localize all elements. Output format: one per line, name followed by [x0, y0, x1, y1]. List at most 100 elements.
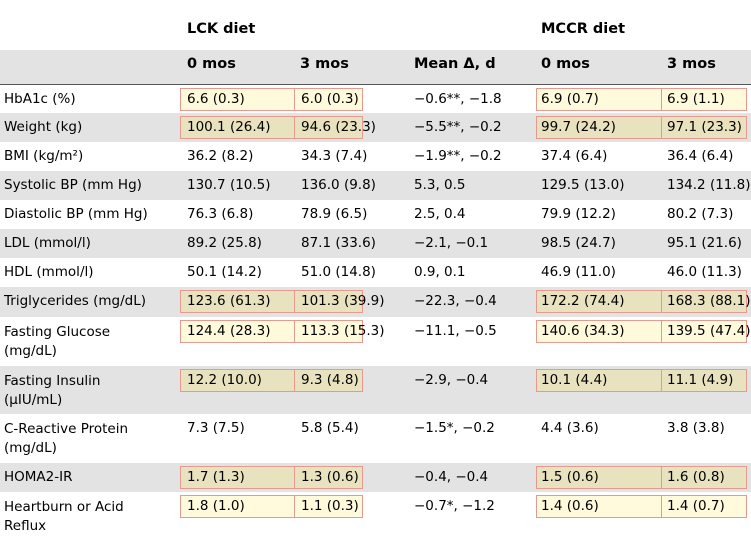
table-cell: 1.4 (0.7) [667, 498, 725, 514]
table-cell: 1.5 (0.6) [541, 469, 599, 485]
table-cell: 123.6 (61.3) [187, 293, 271, 309]
lck-highlight-divider [294, 116, 295, 139]
table-cell: 9.3 (4.8) [301, 372, 359, 388]
row-label: HOMA2-IR [4, 469, 73, 485]
table-cell: 1.1 (0.3) [301, 498, 359, 514]
table-cell: 46.9 (11.0) [541, 264, 616, 280]
table-cell: 99.7 (24.2) [541, 119, 616, 135]
mccr-highlight-box [536, 369, 747, 392]
table-cell: −5.5**, −0.2 [414, 119, 502, 135]
table-cell: 1.6 (0.8) [667, 469, 725, 485]
table-cell: 6.6 (0.3) [187, 91, 245, 107]
lck-highlight-divider [294, 88, 295, 111]
table-cell: 94.6 (23.3) [301, 119, 376, 135]
table-cell: 97.1 (23.3) [667, 119, 742, 135]
table-cell: −0.4, −0.4 [414, 469, 489, 485]
row-label: Heartburn or Acid Reflux [4, 499, 124, 534]
row-label: HDL (mmol/l) [4, 264, 94, 280]
table-cell: 34.3 (7.4) [301, 148, 368, 164]
table-cell: 1.8 (1.0) [187, 498, 245, 514]
lck-highlight-box [180, 88, 363, 111]
row-label: C-Reactive Protein (mg/dL) [4, 421, 129, 456]
table-cell: 1.4 (0.6) [541, 498, 599, 514]
table-row [0, 142, 751, 171]
table-cell: 139.5 (47.4) [667, 323, 751, 339]
row-label: LDL (mmol/l) [4, 235, 91, 251]
table-cell: 130.7 (10.5) [187, 177, 271, 193]
table-cell: 1.7 (1.3) [187, 469, 245, 485]
table-cell: −2.1, −0.1 [414, 235, 489, 251]
row-label: HbA1c (%) [4, 91, 76, 107]
group-header-lck: LCK diet [187, 21, 256, 37]
table-cell: 12.2 (10.0) [187, 372, 262, 388]
mccr-highlight-box [536, 495, 747, 518]
mccr-highlight-divider [661, 116, 662, 139]
lck-highlight-box [180, 495, 363, 518]
lck-highlight-box [180, 320, 363, 343]
mean-delta-label: Mean Δ, d [414, 56, 496, 72]
table-cell: 7.3 (7.5) [187, 420, 245, 436]
table-cell: 3.8 (3.8) [667, 420, 725, 436]
table-cell: 113.3 (15.3) [301, 323, 385, 339]
mccr-highlight-divider [661, 495, 662, 518]
column-header-mccr-0mos: 0 mos [541, 56, 590, 72]
lck-highlight-divider [294, 495, 295, 518]
table-cell: −22.3, −0.4 [414, 293, 497, 309]
row-label: Systolic BP (mm Hg) [4, 177, 142, 193]
lck-highlight-box [180, 466, 363, 489]
table-cell: 6.0 (0.3) [301, 91, 359, 107]
table-cell: 36.4 (6.4) [667, 148, 734, 164]
column-header-row [0, 50, 751, 84]
row-label: Triglycerides (mg/dL) [4, 293, 146, 309]
table-row [0, 229, 751, 258]
table-cell: 134.2 (11.8) [667, 177, 751, 193]
table-row [0, 171, 751, 200]
table-cell: 87.1 (33.6) [301, 235, 376, 251]
column-header-lck-0mos: 0 mos [187, 56, 236, 72]
table-cell: 5.3, 0.5 [414, 177, 466, 193]
table-cell: −11.1, −0.5 [414, 323, 497, 339]
table-cell: −2.9, −0.4 [414, 372, 489, 388]
table-cell: −1.9**, −0.2 [414, 148, 502, 164]
table-cell: 172.2 (74.4) [541, 293, 625, 309]
table-cell: 124.4 (28.3) [187, 323, 271, 339]
table-cell: 6.9 (0.7) [541, 91, 599, 107]
table-cell: 140.6 (34.3) [541, 323, 625, 339]
table-cell: 5.8 (5.4) [301, 420, 359, 436]
mccr-highlight-box [536, 88, 747, 111]
table-cell: 6.9 (1.1) [667, 91, 725, 107]
row-label: Diastolic BP (mm Hg) [4, 206, 148, 222]
table-cell: 36.2 (8.2) [187, 148, 254, 164]
table-cell: 10.1 (4.4) [541, 372, 608, 388]
lck-highlight-divider [294, 320, 295, 343]
mccr-highlight-divider [661, 369, 662, 392]
table-cell: 101.3 (39.9) [301, 293, 385, 309]
column-header-mccr-3mos: 3 mos [667, 56, 716, 72]
mccr-highlight-box [536, 116, 747, 139]
header-rule [0, 84, 751, 85]
row-label: BMI (kg/m²) [4, 148, 84, 164]
table-cell: 129.5 (13.0) [541, 177, 625, 193]
table-cell: 1.3 (0.6) [301, 469, 359, 485]
group-header-mccr: MCCR diet [541, 21, 626, 37]
table-cell: 100.1 (26.4) [187, 119, 271, 135]
lck-highlight-box [180, 116, 363, 139]
mccr-highlight-box [536, 466, 747, 489]
row-label: Fasting Glucose (mg/dL) [4, 324, 111, 359]
table-cell: 50.1 (14.2) [187, 264, 262, 280]
row-label: Fasting Insulin (μIU/mL) [4, 373, 101, 408]
table-cell: 4.4 (3.6) [541, 420, 599, 436]
table-cell: −1.5*, −0.2 [414, 420, 495, 436]
table-cell: 136.0 (9.8) [301, 177, 376, 193]
table-cell: −0.6**, −1.8 [414, 91, 502, 107]
table-cell: 46.0 (11.3) [667, 264, 742, 280]
lck-highlight-divider [294, 290, 295, 313]
table-cell: 79.9 (12.2) [541, 206, 616, 222]
table-cell: 98.5 (24.7) [541, 235, 616, 251]
lck-highlight-divider [294, 369, 295, 392]
table-cell: −0.7*, −1.2 [414, 498, 495, 514]
row-label: Weight (kg) [4, 119, 83, 135]
table-cell: 51.0 (14.8) [301, 264, 376, 280]
table-cell: 80.2 (7.3) [667, 206, 734, 222]
column-header-mean-delta: Mean Δ, d [414, 56, 496, 72]
